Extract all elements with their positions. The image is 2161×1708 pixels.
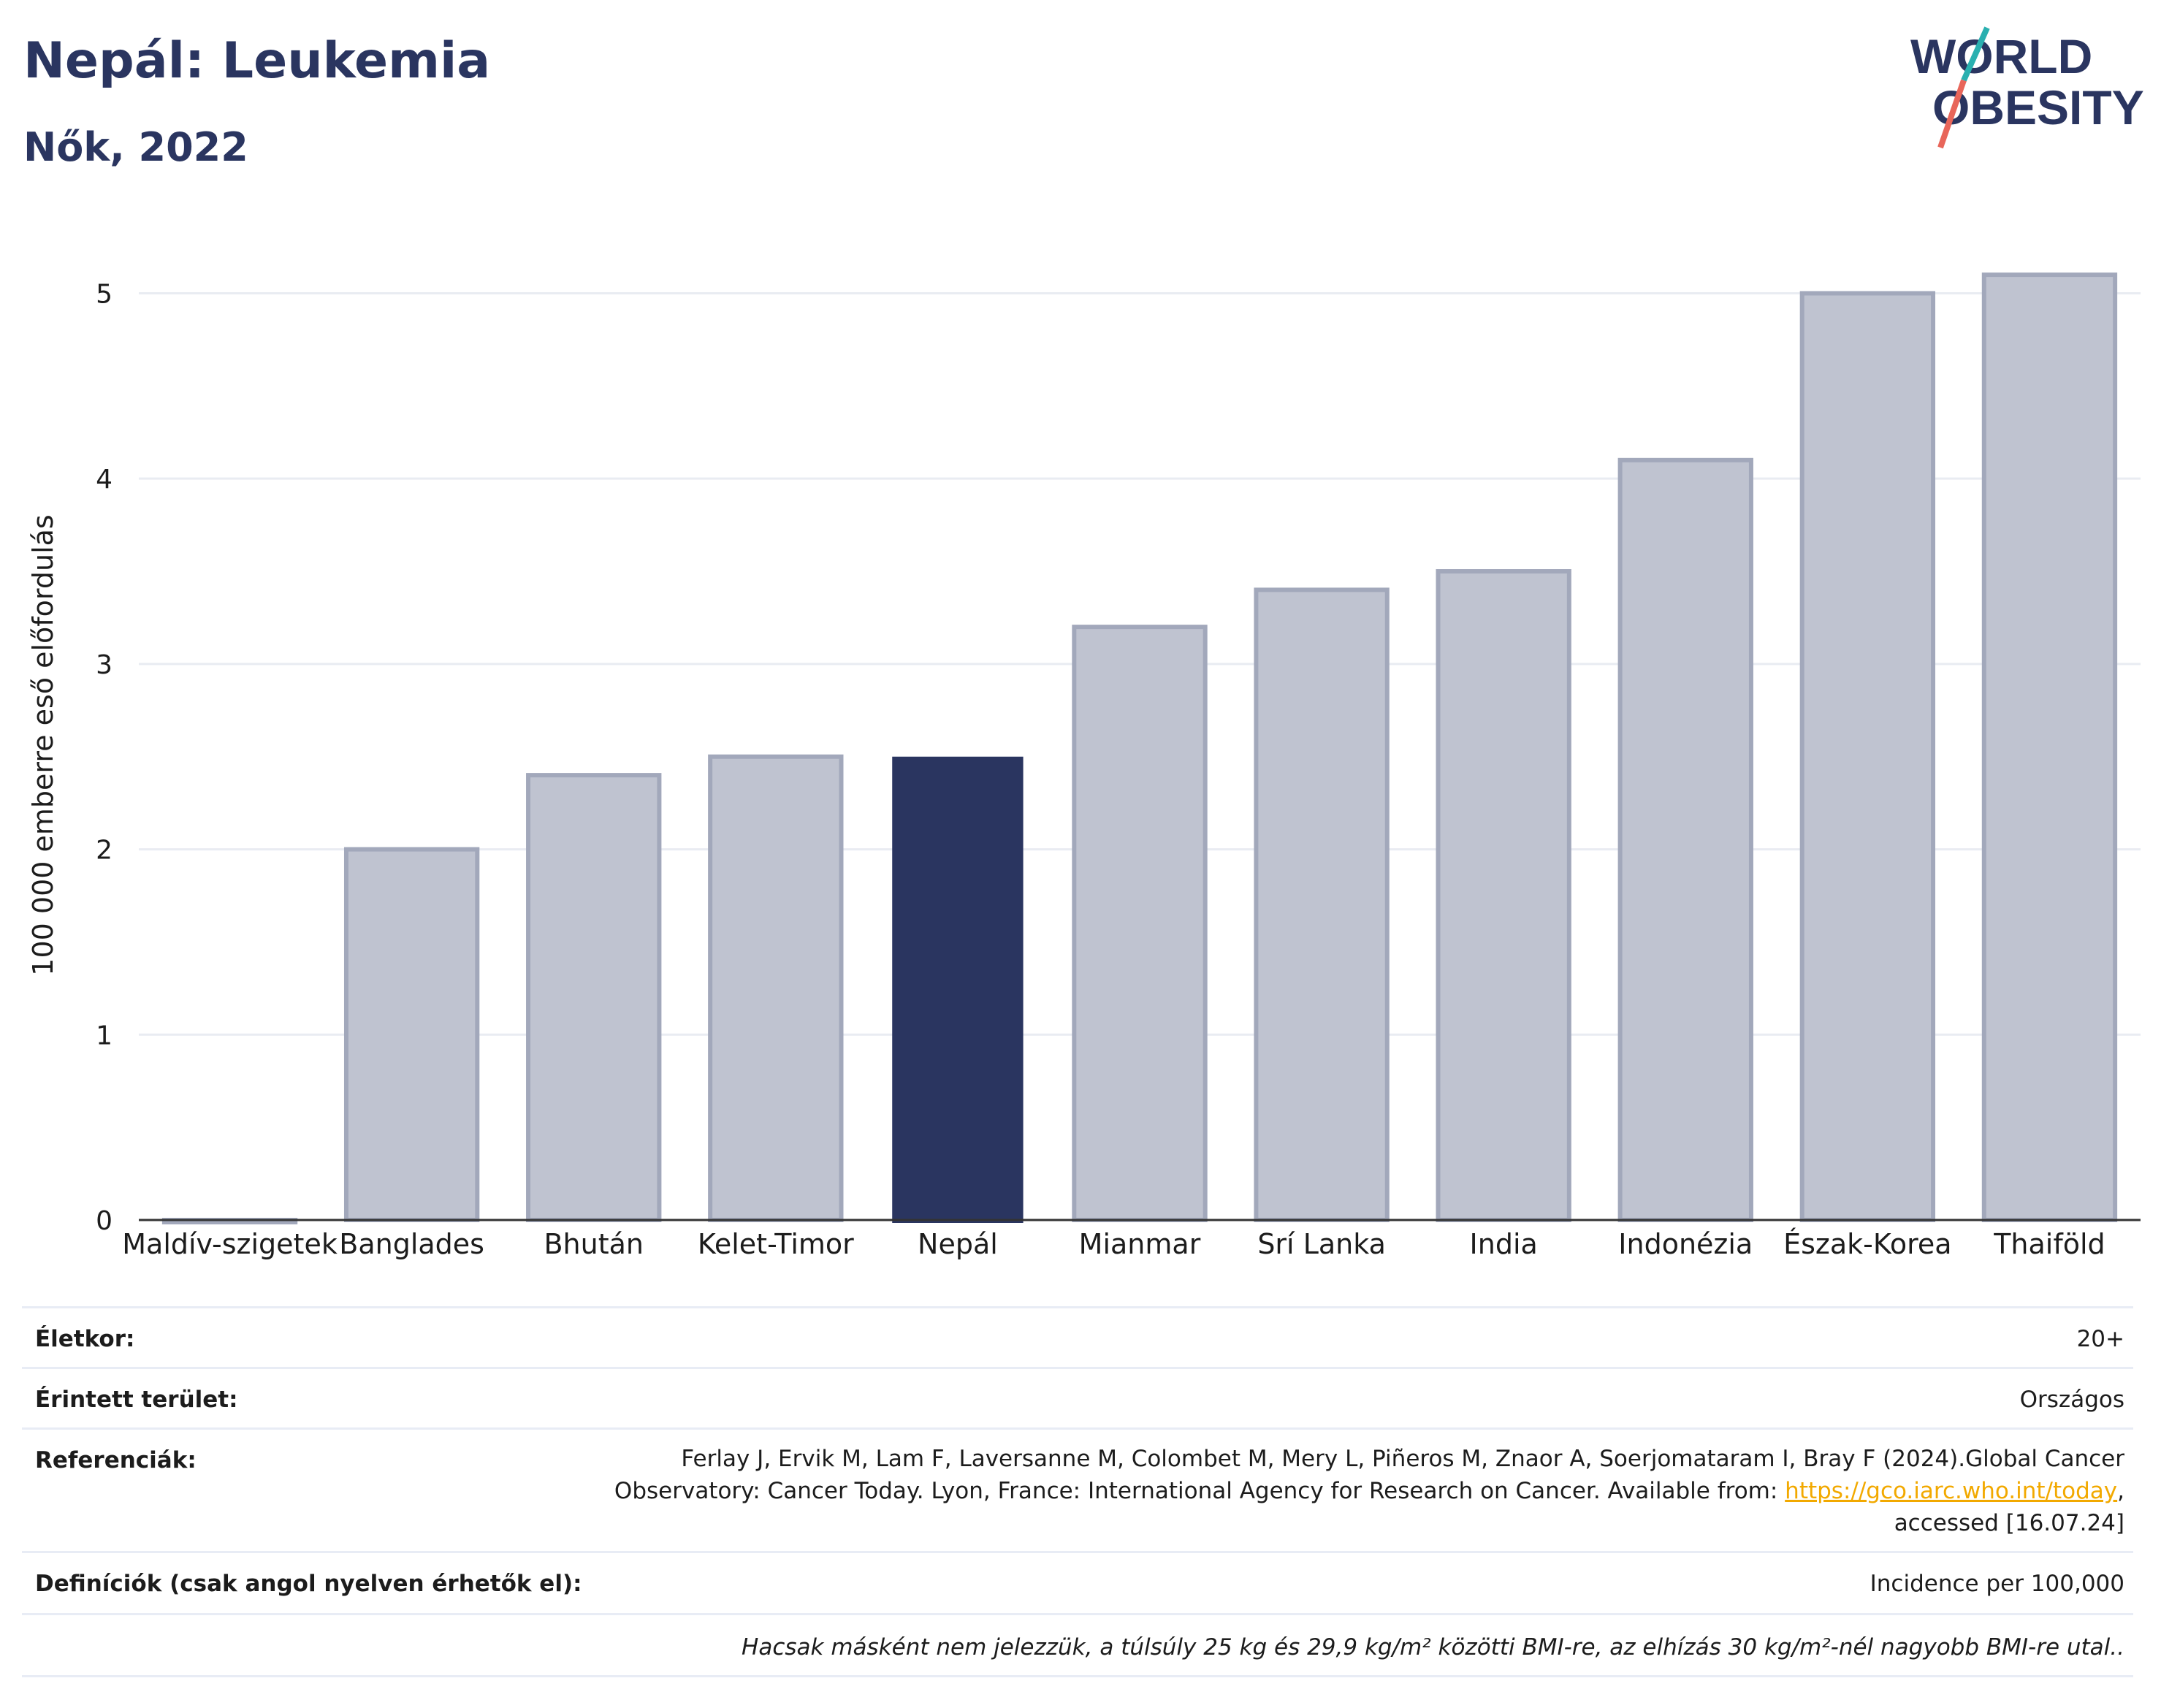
- reference-line-3: accessed [16.07.24]: [1894, 1510, 2124, 1536]
- bar-észak-korea: [1799, 291, 1936, 1223]
- bar-thaiföld: [1981, 272, 2118, 1223]
- reference-line-1: Ferlay J, Ervik M, Lam F, Laversanne M, …: [681, 1446, 2124, 1472]
- bar-bhután: [526, 773, 662, 1222]
- definitions-value: Incidence per 100,000: [1870, 1571, 2124, 1597]
- footnote: Hacsak másként nem jelezzük, a túlsúly 2…: [742, 1634, 2124, 1661]
- reference-line-2: Observatory: Cancer Today. Lyon, France:…: [614, 1475, 2124, 1507]
- x-tick-label: Srí Lanka: [1257, 1228, 1386, 1260]
- info-row-definitions: Definíciók (csak angol nyelven érhetők e…: [22, 1551, 2133, 1613]
- x-tick-label: Észak-Korea: [1783, 1228, 1952, 1260]
- page-title: Nepál: Leukemia: [23, 32, 491, 90]
- info-row-area: Érintett terület: Országos: [22, 1367, 2133, 1427]
- y-tick-label: 2: [96, 836, 113, 866]
- y-tick-label: 0: [96, 1206, 113, 1236]
- page-subtitle: Nők, 2022: [23, 124, 248, 170]
- logo-slash-bottom: [1937, 79, 1967, 149]
- y-axis-label: 100 000 emberre eső előfordulás: [27, 514, 59, 975]
- age-label: Életkor:: [35, 1326, 135, 1352]
- x-tick-label: India: [1470, 1228, 1538, 1260]
- logo-slash-top: [1961, 26, 1990, 82]
- y-tick-label: 5: [96, 279, 113, 309]
- bars: [161, 272, 2118, 1224]
- table-bottom-border: [22, 1675, 2133, 1677]
- logo-word-obesity: OBESITY: [1932, 80, 2144, 134]
- reference-line-2-end: ,: [2117, 1478, 2124, 1504]
- bar-banglades: [343, 847, 480, 1223]
- y-tick-label: 3: [96, 650, 113, 680]
- info-row-references: Referenciák: Ferlay J, Ervik M, Lam F, L…: [22, 1427, 2133, 1551]
- tick-labels: 0 1 2 3 4 5 Maldív-szigetek Banglades Bhután Kele…: [96, 279, 2105, 1260]
- age-value: 20+: [2076, 1326, 2124, 1352]
- info-table: Életkor: 20+ Érintett terület: Országos …: [22, 1306, 2133, 1677]
- info-row-note: Hacsak másként nem jelezzük, a túlsúly 2…: [22, 1613, 2133, 1675]
- bar-chart: 0 1 2 3 4 5 Maldív-szigetek Banglades Bhután Kele…: [27, 272, 2141, 1260]
- y-tick-label: 1: [96, 1021, 113, 1051]
- bar-srí-lanka: [1254, 587, 1390, 1222]
- logo-word-world: WORLD: [1910, 29, 2092, 83]
- info-row-age: Életkor: 20+: [22, 1306, 2133, 1367]
- x-tick-label: Banglades: [339, 1228, 484, 1260]
- area-label: Érintett terület:: [35, 1387, 238, 1413]
- bar-indonézia: [1617, 457, 1753, 1222]
- x-tick-label: Maldív-szigetek: [122, 1228, 338, 1260]
- y-tick-label: 4: [96, 465, 113, 495]
- world-obesity-logo: WORLD OBESITY: [1910, 26, 2144, 149]
- reference-line-2-text: Observatory: Cancer Today. Lyon, France:…: [614, 1478, 1785, 1504]
- x-tick-label: Mianmar: [1079, 1228, 1201, 1260]
- x-tick-label: Kelet-Timor: [698, 1228, 854, 1260]
- bar-mianmar: [1072, 625, 1208, 1222]
- references-value: Ferlay J, Ervik M, Lam F, Laversanne M, …: [614, 1443, 2124, 1539]
- definitions-label: Definíciók (csak angol nyelven érhetők e…: [35, 1571, 582, 1597]
- x-tick-label: Indonézia: [1618, 1228, 1753, 1260]
- bar-india: [1436, 569, 1571, 1222]
- x-tick-label: Nepál: [918, 1228, 998, 1260]
- bar-nepál: [892, 756, 1024, 1223]
- bar-kelet-timor: [708, 754, 844, 1222]
- x-tick-label: Bhután: [544, 1228, 644, 1260]
- references-label: Referenciák:: [35, 1447, 197, 1473]
- x-tick-label: Thaiföld: [1993, 1228, 2105, 1260]
- reference-link[interactable]: https://gco.iarc.who.int/today: [1785, 1478, 2118, 1504]
- area-value: Országos: [2019, 1387, 2124, 1413]
